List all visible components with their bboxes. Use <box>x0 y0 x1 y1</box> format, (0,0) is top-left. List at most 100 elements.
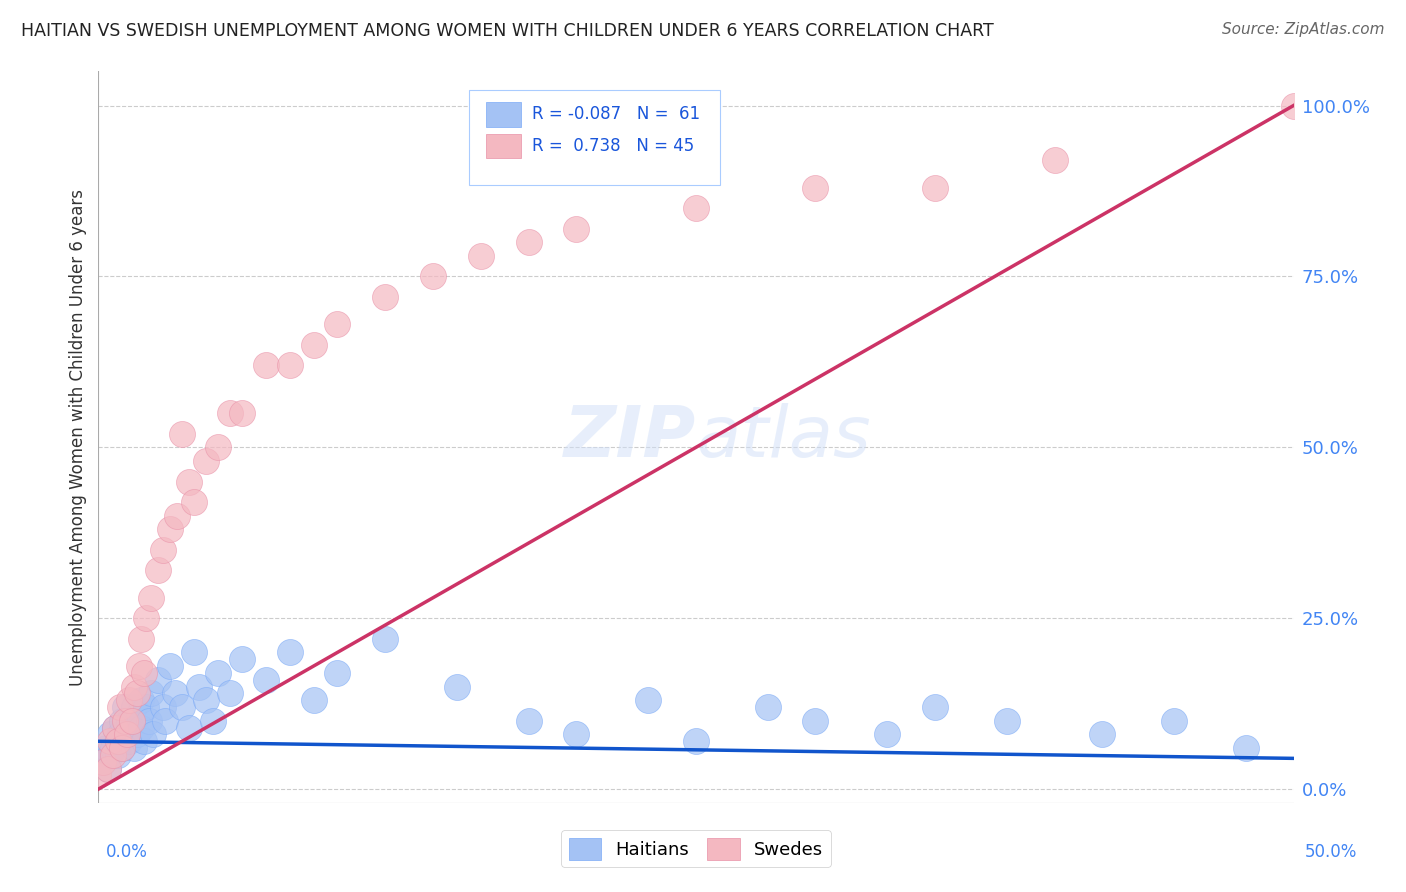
Point <box>207 440 229 454</box>
Point <box>152 542 174 557</box>
Point <box>159 522 181 536</box>
Point <box>138 714 160 728</box>
Point <box>118 734 141 748</box>
Point <box>517 714 540 728</box>
Text: R = -0.087   N =  61: R = -0.087 N = 61 <box>533 104 700 123</box>
Point <box>302 693 325 707</box>
Point <box>187 680 209 694</box>
Point <box>108 700 131 714</box>
Point <box>131 721 153 735</box>
Point <box>1163 714 1185 728</box>
Point <box>104 721 127 735</box>
Point <box>91 755 114 769</box>
Point <box>101 747 124 762</box>
Text: 0.0%: 0.0% <box>105 843 148 861</box>
Point <box>135 611 157 625</box>
FancyBboxPatch shape <box>485 102 522 127</box>
Point <box>111 741 134 756</box>
Point <box>183 495 205 509</box>
Point <box>139 686 162 700</box>
Text: 50.0%: 50.0% <box>1305 843 1357 861</box>
Point <box>446 680 468 694</box>
Point <box>1043 153 1066 168</box>
Point <box>195 693 218 707</box>
Point <box>131 632 153 646</box>
Point <box>124 741 146 756</box>
Point <box>422 269 444 284</box>
Point <box>183 645 205 659</box>
Point <box>159 659 181 673</box>
Point <box>107 747 129 762</box>
Point <box>124 680 146 694</box>
Point <box>565 727 588 741</box>
Text: R =  0.738   N = 45: R = 0.738 N = 45 <box>533 137 695 155</box>
Point <box>163 686 186 700</box>
Point <box>278 645 301 659</box>
Point <box>207 665 229 680</box>
Point <box>125 686 148 700</box>
Point <box>254 673 277 687</box>
Point <box>97 762 120 776</box>
Point <box>470 249 492 263</box>
Point <box>1091 727 1114 741</box>
Point <box>278 359 301 373</box>
Point <box>326 318 349 332</box>
Point <box>98 727 122 741</box>
Point <box>172 426 194 441</box>
Point <box>219 406 242 420</box>
Point <box>131 693 153 707</box>
Y-axis label: Unemployment Among Women with Children Under 6 years: Unemployment Among Women with Children U… <box>69 188 87 686</box>
Point <box>97 762 120 776</box>
Point <box>115 727 138 741</box>
Point <box>107 734 129 748</box>
FancyBboxPatch shape <box>470 90 720 185</box>
Point <box>172 700 194 714</box>
Point <box>1282 98 1305 112</box>
Point <box>91 755 114 769</box>
Text: HAITIAN VS SWEDISH UNEMPLOYMENT AMONG WOMEN WITH CHILDREN UNDER 6 YEARS CORRELAT: HAITIAN VS SWEDISH UNEMPLOYMENT AMONG WO… <box>21 22 994 40</box>
Point <box>94 741 117 756</box>
Point <box>114 700 136 714</box>
Point <box>124 700 146 714</box>
Point <box>195 454 218 468</box>
Text: atlas: atlas <box>696 402 870 472</box>
Point <box>98 734 122 748</box>
Point <box>876 727 898 741</box>
Point <box>155 714 177 728</box>
Point <box>179 721 201 735</box>
Point <box>142 727 165 741</box>
Point <box>374 290 396 304</box>
Point <box>148 673 170 687</box>
Point <box>121 721 143 735</box>
Point <box>108 727 131 741</box>
Point <box>254 359 277 373</box>
Point <box>637 693 659 707</box>
Point <box>302 338 325 352</box>
Point <box>685 734 707 748</box>
Text: Source: ZipAtlas.com: Source: ZipAtlas.com <box>1222 22 1385 37</box>
Point <box>132 665 155 680</box>
Point <box>804 180 827 194</box>
Point <box>111 714 134 728</box>
Point <box>115 727 138 741</box>
Legend: Haitians, Swedes: Haitians, Swedes <box>561 830 831 867</box>
Point <box>107 734 129 748</box>
Point <box>231 406 253 420</box>
Point <box>125 727 148 741</box>
Point <box>565 221 588 235</box>
Point <box>104 721 127 735</box>
Point <box>148 563 170 577</box>
Point <box>924 180 946 194</box>
Point <box>202 714 225 728</box>
Point <box>924 700 946 714</box>
Point <box>128 706 150 721</box>
Point <box>804 714 827 728</box>
Point <box>98 747 122 762</box>
Point <box>219 686 242 700</box>
Text: ZIP: ZIP <box>564 402 696 472</box>
Point <box>139 591 162 605</box>
Point <box>128 659 150 673</box>
Point <box>231 652 253 666</box>
Point <box>87 747 110 762</box>
Point <box>101 741 124 756</box>
